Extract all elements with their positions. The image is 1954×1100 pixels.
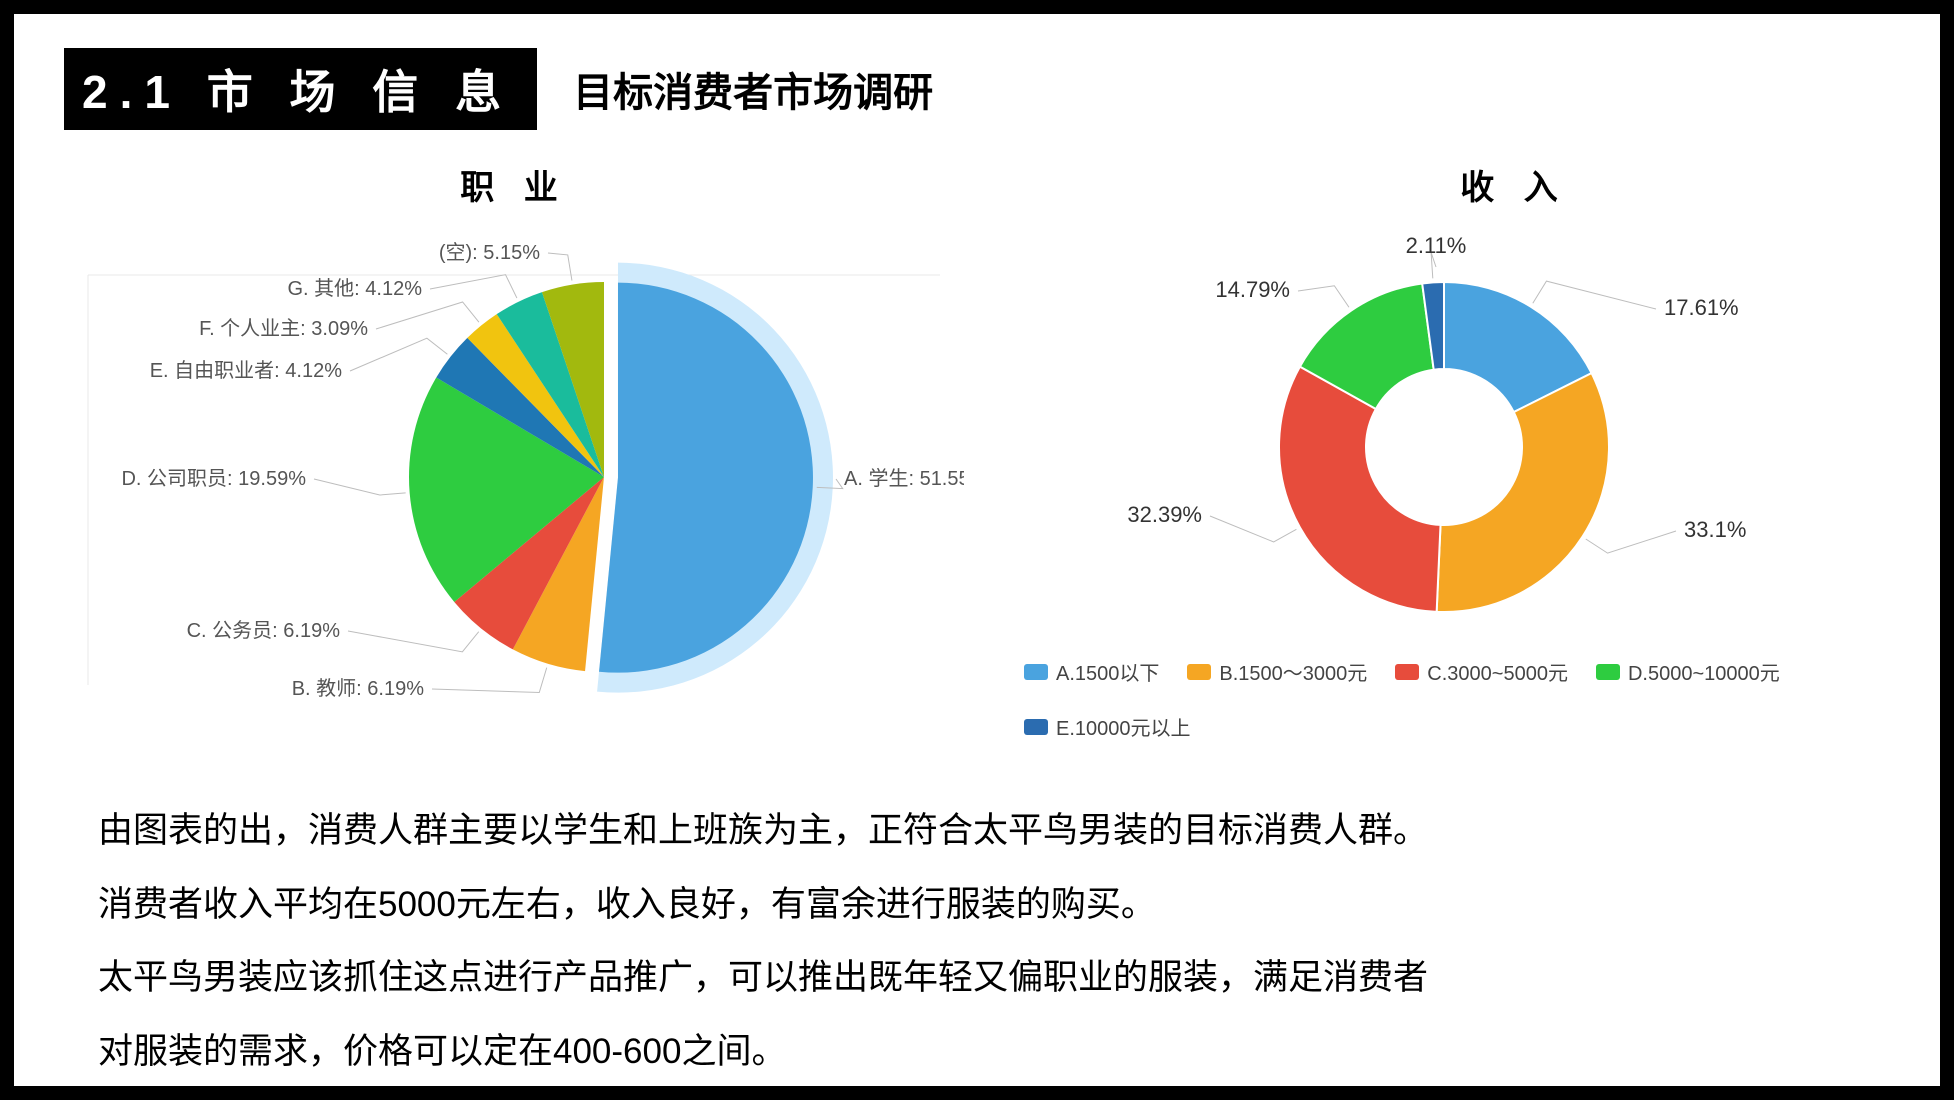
- income-slice: [1437, 373, 1609, 612]
- income-legend-item: E.10000元以上: [1024, 712, 1191, 741]
- occupation-slice-label: B. 教师: 6.19%: [292, 677, 424, 700]
- income-donut-svg: 17.61% 33.1% 32.39% 14.79% 2.11%: [984, 217, 1924, 637]
- legend-swatch: [1024, 719, 1048, 735]
- body-line: 太平鸟男装应该抓住这点进行产品推广，可以推出既年轻又偏职业的服装，满足消费者: [98, 941, 1856, 1015]
- income-slice-label: 2.11%: [1406, 233, 1467, 258]
- legend-swatch: [1187, 664, 1211, 680]
- income-slice: [1279, 367, 1441, 612]
- income-legend-item: C.3000~5000元: [1395, 657, 1568, 686]
- income-slice-label: 14.79%: [1215, 277, 1290, 302]
- body-line: 消费者收入平均在5000元左右，收入良好，有富余进行服装的购买。: [98, 868, 1856, 942]
- occupation-pie-svg: A. 学生: 51.55% B. 教师: 6.19% C. 公务员: 6.19% D.…: [64, 217, 964, 717]
- section-subtitle: 目标消费者市场调研: [573, 60, 933, 118]
- income-legend-item: D.5000~10000元: [1596, 657, 1780, 686]
- income-slice-label: 33.1%: [1684, 517, 1746, 542]
- legend-label: E.10000元以上: [1056, 712, 1191, 741]
- occupation-slice-label: (空): 5.15%: [439, 241, 540, 264]
- legend-label: B.1500～3000元: [1219, 657, 1367, 686]
- body-paragraphs: 由图表的出，消费人群主要以学生和上班族为主，正符合太平鸟男装的目标消费人群。消费…: [98, 794, 1856, 1088]
- occupation-slice-label: F. 个人业主: 3.09%: [199, 317, 368, 340]
- occupation-slice-label: E. 自由职业者: 4.12%: [150, 359, 342, 382]
- section-badge: 2.1 市 场 信 息: [64, 48, 537, 130]
- body-line: 对服装的需求，价格可以定在400-600之间。: [98, 1015, 1856, 1089]
- occupation-pie-wrap: A. 学生: 51.55% B. 教师: 6.19% C. 公务员: 6.19% D.…: [64, 217, 964, 697]
- income-slice-label: 32.39%: [1127, 502, 1202, 527]
- body-line: 由图表的出，消费人群主要以学生和上班族为主，正符合太平鸟男装的目标消费人群。: [98, 794, 1856, 868]
- charts-row: 职 业 A. 学生: 51.55% B. 教师: 6.19% C. 公务员: 6.1…: [64, 160, 1890, 741]
- income-legend-item: A.1500以下: [1024, 657, 1159, 686]
- occupation-chart-title: 职 业: [64, 160, 964, 209]
- occupation-slice-label: D. 公司职员: 19.59%: [121, 468, 306, 490]
- income-legend: A.1500以下 B.1500～3000元 C.3000~5000元 D.5000~1…: [1024, 657, 1924, 741]
- slide: 2.1 市 场 信 息 目标消费者市场调研 职 业 A. 学生: 51.55% B…: [0, 0, 1954, 1100]
- occupation-slice-label: A. 学生: 51.55%: [844, 467, 964, 490]
- legend-swatch: [1395, 664, 1419, 680]
- legend-swatch: [1596, 664, 1620, 680]
- income-chart: 收 入 17.61% 33.1% 32.39% 14.79% 2.11% A.1500以…: [984, 160, 1924, 741]
- legend-label: A.1500以下: [1056, 657, 1159, 686]
- income-legend-item: B.1500～3000元: [1187, 657, 1367, 686]
- income-slice-label: 17.61%: [1664, 295, 1739, 320]
- header: 2.1 市 场 信 息 目标消费者市场调研: [64, 48, 1890, 130]
- income-chart-title: 收 入: [1104, 160, 1924, 209]
- occupation-slice-label: C. 公务员: 6.19%: [187, 619, 341, 642]
- income-donut-wrap: 17.61% 33.1% 32.39% 14.79% 2.11%: [984, 217, 1924, 637]
- legend-label: C.3000~5000元: [1427, 657, 1568, 686]
- legend-label: D.5000~10000元: [1628, 657, 1780, 686]
- occupation-slice-label: G. 其他: 4.12%: [288, 277, 423, 300]
- legend-swatch: [1024, 664, 1048, 680]
- occupation-chart: 职 业 A. 学生: 51.55% B. 教师: 6.19% C. 公务员: 6.1…: [64, 160, 964, 741]
